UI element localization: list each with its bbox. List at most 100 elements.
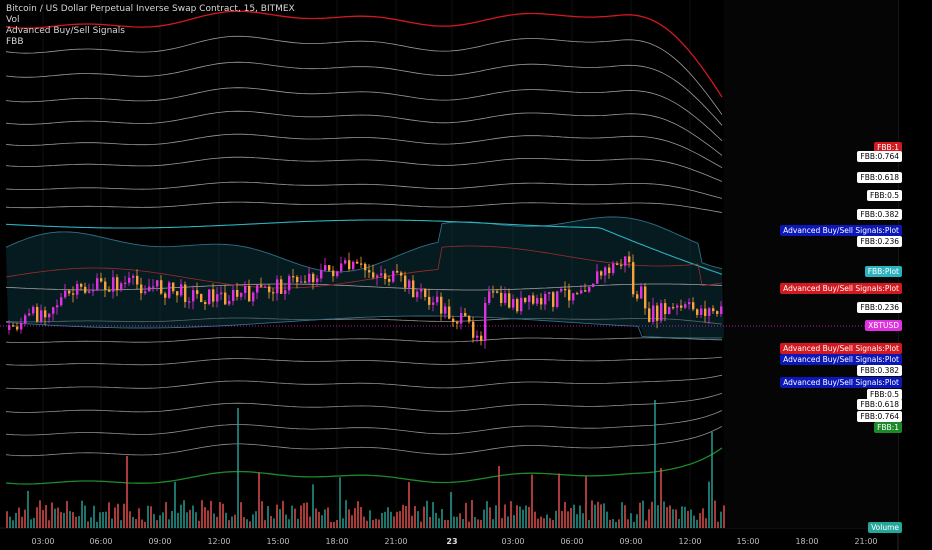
candle-body bbox=[680, 305, 683, 308]
time-tick-11: 12:00 bbox=[678, 537, 702, 546]
volume-bar bbox=[567, 511, 569, 528]
candle-body bbox=[576, 293, 579, 295]
candle-body bbox=[648, 308, 651, 322]
volume-bar bbox=[189, 509, 191, 528]
candle-body bbox=[296, 276, 299, 283]
volume-bar bbox=[240, 502, 242, 528]
volume-bar bbox=[153, 514, 155, 528]
volume-bar bbox=[564, 501, 566, 528]
candle-body bbox=[300, 281, 303, 283]
volume-bar bbox=[39, 500, 41, 528]
price-label-8: Advanced Buy/Sell Signals:Plot bbox=[780, 283, 902, 294]
volume-bar bbox=[330, 521, 332, 528]
volume-bar bbox=[72, 512, 74, 528]
candle-body bbox=[568, 289, 571, 301]
volume-bar bbox=[462, 519, 464, 528]
volume-bar bbox=[459, 513, 461, 528]
price-label-12: Advanced Buy/Sell Signals:Plot bbox=[780, 354, 902, 365]
volume-bar bbox=[429, 516, 431, 528]
candle-body bbox=[288, 276, 291, 291]
volume-bar bbox=[555, 510, 557, 528]
volume-bar bbox=[624, 505, 626, 528]
volume-bar bbox=[9, 516, 11, 528]
candle-body bbox=[628, 256, 631, 263]
volume-bar bbox=[135, 518, 137, 528]
fbb-upper-line-5 bbox=[5, 133, 723, 169]
grid-lines bbox=[0, 0, 899, 550]
volume-bar bbox=[720, 511, 722, 528]
candle-body bbox=[432, 302, 435, 305]
candle-body bbox=[440, 296, 443, 314]
volume-bar bbox=[585, 476, 587, 528]
candle-body bbox=[508, 293, 511, 308]
candle-body bbox=[532, 295, 535, 304]
volume-bar bbox=[357, 501, 359, 528]
fbb-lower-0236 bbox=[5, 283, 723, 291]
candle-body bbox=[12, 325, 15, 327]
candle-body bbox=[208, 289, 211, 305]
volume-bar bbox=[591, 500, 593, 528]
volume-bar bbox=[633, 521, 635, 528]
volume-bar bbox=[609, 519, 611, 528]
volume-bar bbox=[486, 501, 488, 528]
volume-bars bbox=[6, 400, 725, 528]
volume-bar bbox=[210, 500, 212, 528]
volume-bar bbox=[723, 505, 725, 528]
volume-bar bbox=[51, 502, 53, 528]
fbb-upper-line-0 bbox=[5, 10, 723, 98]
volume-bar bbox=[531, 474, 533, 528]
volume-bar bbox=[216, 516, 218, 528]
price-label-2: FBB:0.618 bbox=[857, 172, 902, 183]
volume-bar bbox=[45, 504, 47, 528]
candle-body bbox=[236, 289, 239, 297]
volume-bar bbox=[600, 504, 602, 528]
volume-bar bbox=[36, 507, 38, 528]
candle-body bbox=[152, 286, 155, 288]
volume-bar bbox=[183, 500, 185, 528]
candle-body bbox=[76, 283, 79, 295]
volume-bar bbox=[408, 482, 410, 528]
candle-body bbox=[632, 262, 635, 295]
candle-body bbox=[68, 290, 71, 294]
chart-title: Bitcoin / US Dollar Perpetual Inverse Sw… bbox=[6, 4, 295, 14]
volume-bar bbox=[60, 512, 62, 528]
candle-body bbox=[636, 294, 639, 299]
fbb-upper-line-1 bbox=[5, 35, 723, 115]
candle-body bbox=[716, 311, 719, 314]
volume-bar bbox=[225, 512, 227, 528]
candle-body bbox=[72, 293, 75, 295]
volume-bar bbox=[327, 507, 329, 528]
volume-bar bbox=[639, 502, 641, 528]
volume-bar bbox=[300, 505, 302, 528]
price-label-6: FBB:0.236 bbox=[857, 236, 902, 247]
volume-bar bbox=[594, 504, 596, 528]
volume-bar bbox=[237, 408, 239, 528]
candle-body bbox=[104, 281, 107, 290]
candle-body bbox=[492, 291, 495, 293]
volume-bar bbox=[579, 505, 581, 528]
volume-bar bbox=[444, 519, 446, 528]
candle-body bbox=[548, 292, 551, 294]
candle-body bbox=[676, 305, 679, 308]
candle-body bbox=[592, 283, 595, 287]
candle-body bbox=[100, 278, 103, 282]
time-tick-8: 03:00 bbox=[501, 537, 525, 546]
volume-bar bbox=[261, 501, 263, 528]
volume-bar bbox=[165, 502, 167, 528]
candle-body bbox=[444, 306, 447, 314]
volume-bar bbox=[675, 509, 677, 528]
volume-bar bbox=[315, 508, 317, 528]
price-label-19: Volume bbox=[868, 522, 902, 533]
volume-bar bbox=[420, 521, 422, 528]
volume-bar bbox=[405, 505, 407, 528]
fbb-lower-line-1 bbox=[5, 336, 722, 343]
volume-bar bbox=[270, 515, 272, 528]
volume-bar bbox=[42, 509, 44, 528]
volume-bar bbox=[489, 507, 491, 528]
volume-bar bbox=[702, 508, 704, 528]
price-label-9: FBB:0.236 bbox=[857, 302, 902, 313]
volume-bar bbox=[396, 511, 398, 528]
volume-bar bbox=[363, 516, 365, 528]
candle-body bbox=[644, 286, 647, 309]
candle-body bbox=[124, 282, 127, 284]
